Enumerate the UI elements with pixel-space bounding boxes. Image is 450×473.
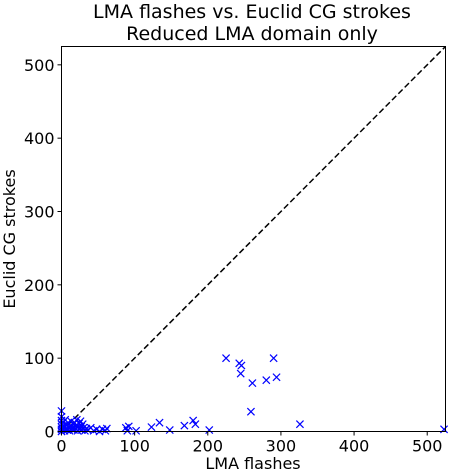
data-point-stroke xyxy=(246,407,255,416)
data-point xyxy=(236,369,245,378)
y-tick-label: 200 xyxy=(24,276,55,295)
y-tick-label: 0 xyxy=(44,423,54,442)
data-point xyxy=(248,379,257,388)
data-point-stroke xyxy=(102,424,111,433)
data-point xyxy=(272,373,281,382)
x-tick-label: 500 xyxy=(412,437,443,456)
data-point-stroke xyxy=(123,426,132,435)
data-point xyxy=(102,424,111,433)
plot-frame xyxy=(61,46,446,432)
x-tick-label: 200 xyxy=(193,437,224,456)
data-point xyxy=(180,421,189,430)
data-point xyxy=(165,426,174,435)
data-point xyxy=(295,420,304,429)
chart-subtitle: Reduced LMA domain only xyxy=(126,23,378,45)
data-point-stroke xyxy=(295,420,304,429)
data-point xyxy=(191,420,200,429)
data-point-stroke xyxy=(248,379,257,388)
x-tick-label: 100 xyxy=(119,437,150,456)
data-point-stroke xyxy=(165,426,174,435)
data-point xyxy=(237,361,246,370)
data-point xyxy=(269,354,278,363)
data-point xyxy=(262,376,271,385)
y-tick-label: 400 xyxy=(24,129,55,148)
data-point xyxy=(124,422,133,431)
x-tick-label: 400 xyxy=(339,437,370,456)
data-point-stroke xyxy=(236,369,245,378)
data-point-stroke xyxy=(262,376,271,385)
data-point-stroke xyxy=(132,426,141,435)
one-to-one-reference-line xyxy=(60,45,447,433)
y-tick-label: 100 xyxy=(24,349,55,368)
x-axis: 0 100 200 300 400 500 xyxy=(56,431,443,456)
data-point xyxy=(246,407,255,416)
plot-area xyxy=(57,45,449,436)
data-point-stroke xyxy=(189,416,198,425)
data-point-stroke xyxy=(124,422,133,431)
data-point-stroke xyxy=(78,420,87,429)
y-axis: 0 100 200 300 400 500 xyxy=(24,56,62,442)
data-point xyxy=(222,354,231,363)
data-point-stroke xyxy=(155,418,164,427)
x-tick-label: 300 xyxy=(266,437,297,456)
data-point-stroke xyxy=(269,354,278,363)
data-point-stroke xyxy=(272,373,281,382)
chart-title: LMA flashes vs. Euclid CG strokes xyxy=(93,1,411,23)
data-point-stroke xyxy=(191,420,200,429)
y-tick-label: 300 xyxy=(24,203,55,222)
data-point-stroke xyxy=(205,426,214,435)
data-point-stroke xyxy=(180,421,189,430)
data-point xyxy=(205,426,214,435)
data-point-stroke xyxy=(237,361,246,370)
data-point-stroke xyxy=(79,423,88,432)
y-axis-label: Euclid CG strokes xyxy=(0,169,19,308)
x-axis-label: LMA flashes xyxy=(205,454,300,473)
data-point xyxy=(132,426,141,435)
data-point xyxy=(147,423,156,432)
data-point-stroke xyxy=(72,415,81,424)
y-tick-label: 500 xyxy=(24,56,55,75)
x-tick-label: 0 xyxy=(56,437,66,456)
data-point-stroke xyxy=(222,354,231,363)
data-point-stroke xyxy=(147,423,156,432)
data-point xyxy=(189,416,198,425)
data-point xyxy=(155,418,164,427)
data-point xyxy=(123,426,132,435)
